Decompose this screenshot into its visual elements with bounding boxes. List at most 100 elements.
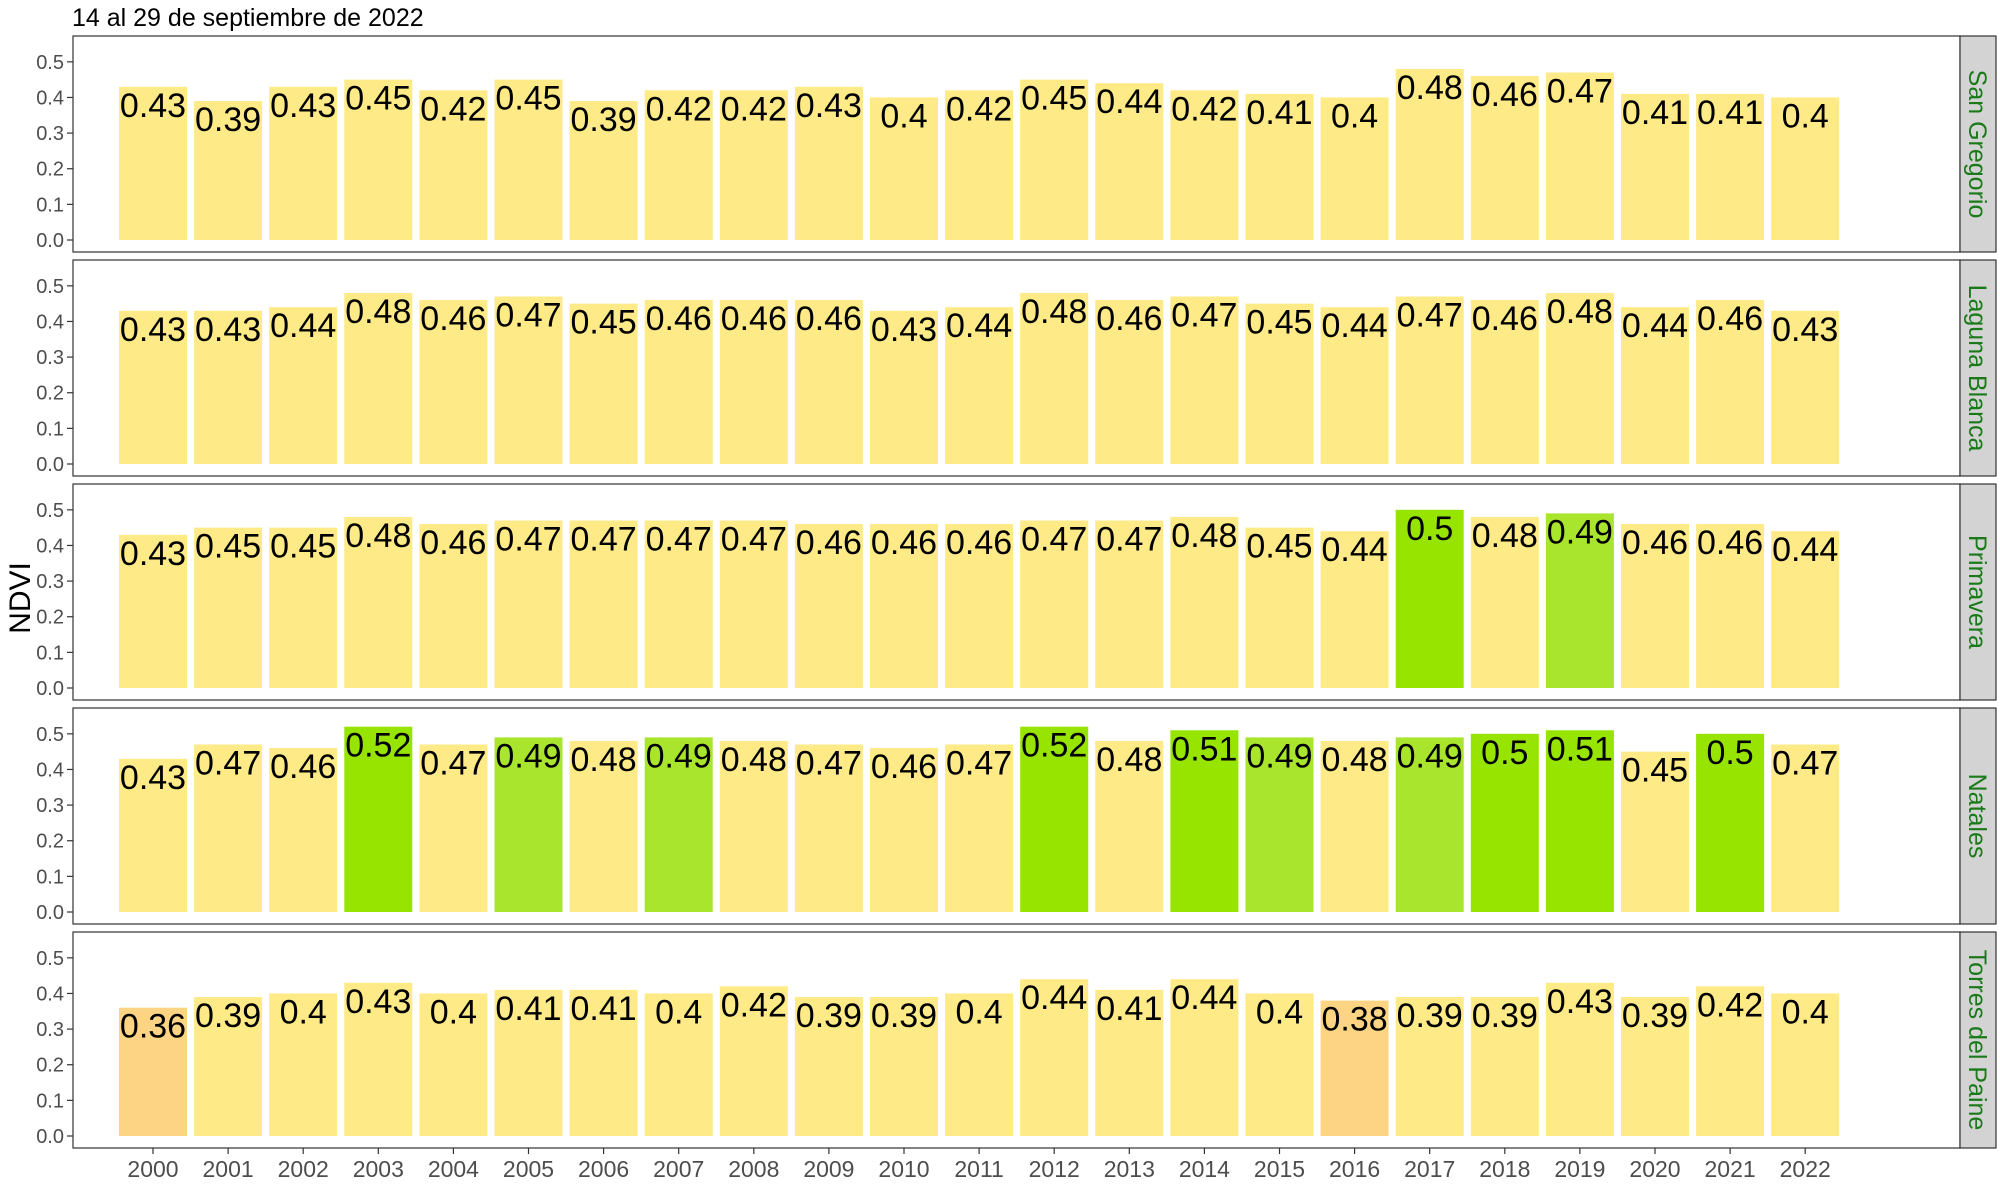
bar-value-label: 0.4: [880, 97, 927, 135]
bar-value-label: 0.52: [345, 727, 411, 765]
bar-value-label: 0.47: [946, 745, 1012, 783]
x-tick-label: 2004: [428, 1156, 479, 1182]
bar: [1545, 72, 1614, 240]
y-tick-label: 0.3: [36, 795, 64, 817]
bar: [1245, 303, 1314, 464]
bar: [494, 520, 563, 688]
bar-value-label: 0.42: [1697, 986, 1763, 1024]
bar-value-label: 0.43: [796, 87, 862, 125]
bar: [269, 527, 338, 688]
bar-value-label: 0.48: [1021, 293, 1087, 331]
bar: [194, 101, 263, 240]
bar: [119, 534, 187, 688]
facet-panel: 0.00.10.20.30.40.50.43 0.43 0.44 0.48 0.46 0.…: [36, 259, 1997, 477]
bar-value-label: 0.43: [195, 311, 261, 349]
y-tick-label: 0.5: [36, 276, 64, 298]
chart-title: 14 al 29 de septiembre de 2022: [72, 4, 424, 32]
bar: [1170, 730, 1239, 912]
x-tick-label: 2005: [503, 1156, 554, 1182]
bar-value-label: 0.46: [871, 524, 937, 562]
bar: [1470, 76, 1539, 240]
x-tick-label: 2008: [728, 1156, 779, 1182]
y-tick-label: 0.1: [36, 866, 64, 888]
bar: [1095, 740, 1164, 912]
bar: [794, 524, 863, 688]
x-tick-label: 2011: [954, 1156, 1003, 1182]
bar: [1545, 982, 1614, 1136]
bar-value-label: 0.46: [646, 300, 712, 338]
bar-value-label: 0.42: [646, 90, 712, 128]
bar: [1621, 93, 1689, 241]
bar: [870, 524, 938, 688]
bar-value-label: 0.39: [1472, 997, 1538, 1035]
bar: [344, 726, 413, 912]
facet-panel: 0.00.10.20.30.40.50.43 0.45 0.45 0.48 0.46 0.…: [36, 483, 1997, 701]
bar: [119, 310, 187, 464]
bar: [1020, 726, 1089, 912]
x-tick-label: 2018: [1479, 1156, 1530, 1182]
bar: [1320, 97, 1389, 240]
bar-value-label: 0.4: [1331, 97, 1378, 135]
y-tick-label: 0.4: [36, 535, 64, 557]
bar: [945, 307, 1014, 464]
bar-value-label: 0.46: [871, 748, 937, 786]
bar: [1245, 527, 1314, 688]
bar: [1095, 83, 1164, 240]
bar: [1020, 79, 1089, 241]
bar: [945, 744, 1014, 912]
bar: [794, 300, 863, 464]
bar-value-label: 0.4: [1782, 993, 1829, 1031]
bar: [344, 516, 413, 688]
bar-value-label: 0.51: [1547, 730, 1613, 768]
bar-value-label: 0.46: [796, 524, 862, 562]
bar: [1320, 307, 1389, 464]
bar: [1545, 730, 1614, 912]
bar: [119, 1007, 187, 1136]
y-tick-label: 0.0: [36, 902, 64, 924]
facet-strip-label: Natales: [1963, 774, 1991, 859]
bar-value-label: 0.4: [955, 993, 1002, 1031]
bar: [1696, 93, 1765, 241]
bar-value-label: 0.48: [1472, 517, 1538, 555]
bar-value-label: 0.46: [1697, 524, 1763, 562]
bar: [1095, 520, 1164, 688]
y-tick-label: 0.4: [36, 983, 64, 1005]
x-tick-label: 2019: [1554, 1156, 1605, 1182]
bar-value-label: 0.39: [1397, 997, 1463, 1035]
bar: [494, 296, 563, 464]
bar-value-label: 0.47: [796, 745, 862, 783]
bar-value-label: 0.43: [120, 759, 186, 797]
bar-value-label: 0.41: [1096, 990, 1162, 1028]
bar-value-label: 0.47: [420, 745, 486, 783]
y-tick-label: 0.0: [36, 454, 64, 476]
bar-value-label: 0.47: [1547, 73, 1613, 111]
bar-value-label: 0.49: [495, 737, 561, 775]
x-tick-label: 2017: [1404, 1156, 1455, 1182]
bar: [719, 300, 788, 464]
y-tick-label: 0.0: [36, 678, 64, 700]
bar: [1470, 300, 1539, 464]
bar-value-label: 0.47: [1772, 745, 1838, 783]
bar: [1771, 993, 1840, 1136]
bar-value-label: 0.46: [1697, 300, 1763, 338]
bar: [569, 520, 638, 688]
bar: [644, 90, 713, 240]
bar: [494, 737, 563, 912]
bar-value-label: 0.48: [1171, 517, 1237, 555]
bar-value-label: 0.48: [1096, 741, 1162, 779]
bar: [419, 90, 488, 240]
bar: [1395, 68, 1464, 240]
bar: [344, 79, 413, 241]
bar: [870, 97, 938, 240]
bar: [870, 997, 938, 1136]
x-tick-label: 2020: [1629, 1156, 1680, 1182]
y-tick-label: 0.3: [36, 347, 64, 369]
bar: [1170, 516, 1239, 688]
x-tick-label: 2007: [653, 1156, 704, 1182]
bar-value-label: 0.42: [420, 90, 486, 128]
bar-value-label: 0.39: [871, 997, 937, 1035]
bar: [1771, 744, 1840, 912]
bar: [269, 993, 338, 1136]
bar: [945, 90, 1014, 240]
panels-group: 0.00.10.20.30.40.50.43 0.39 0.43 0.45 0.42 0.…: [36, 35, 1997, 1149]
